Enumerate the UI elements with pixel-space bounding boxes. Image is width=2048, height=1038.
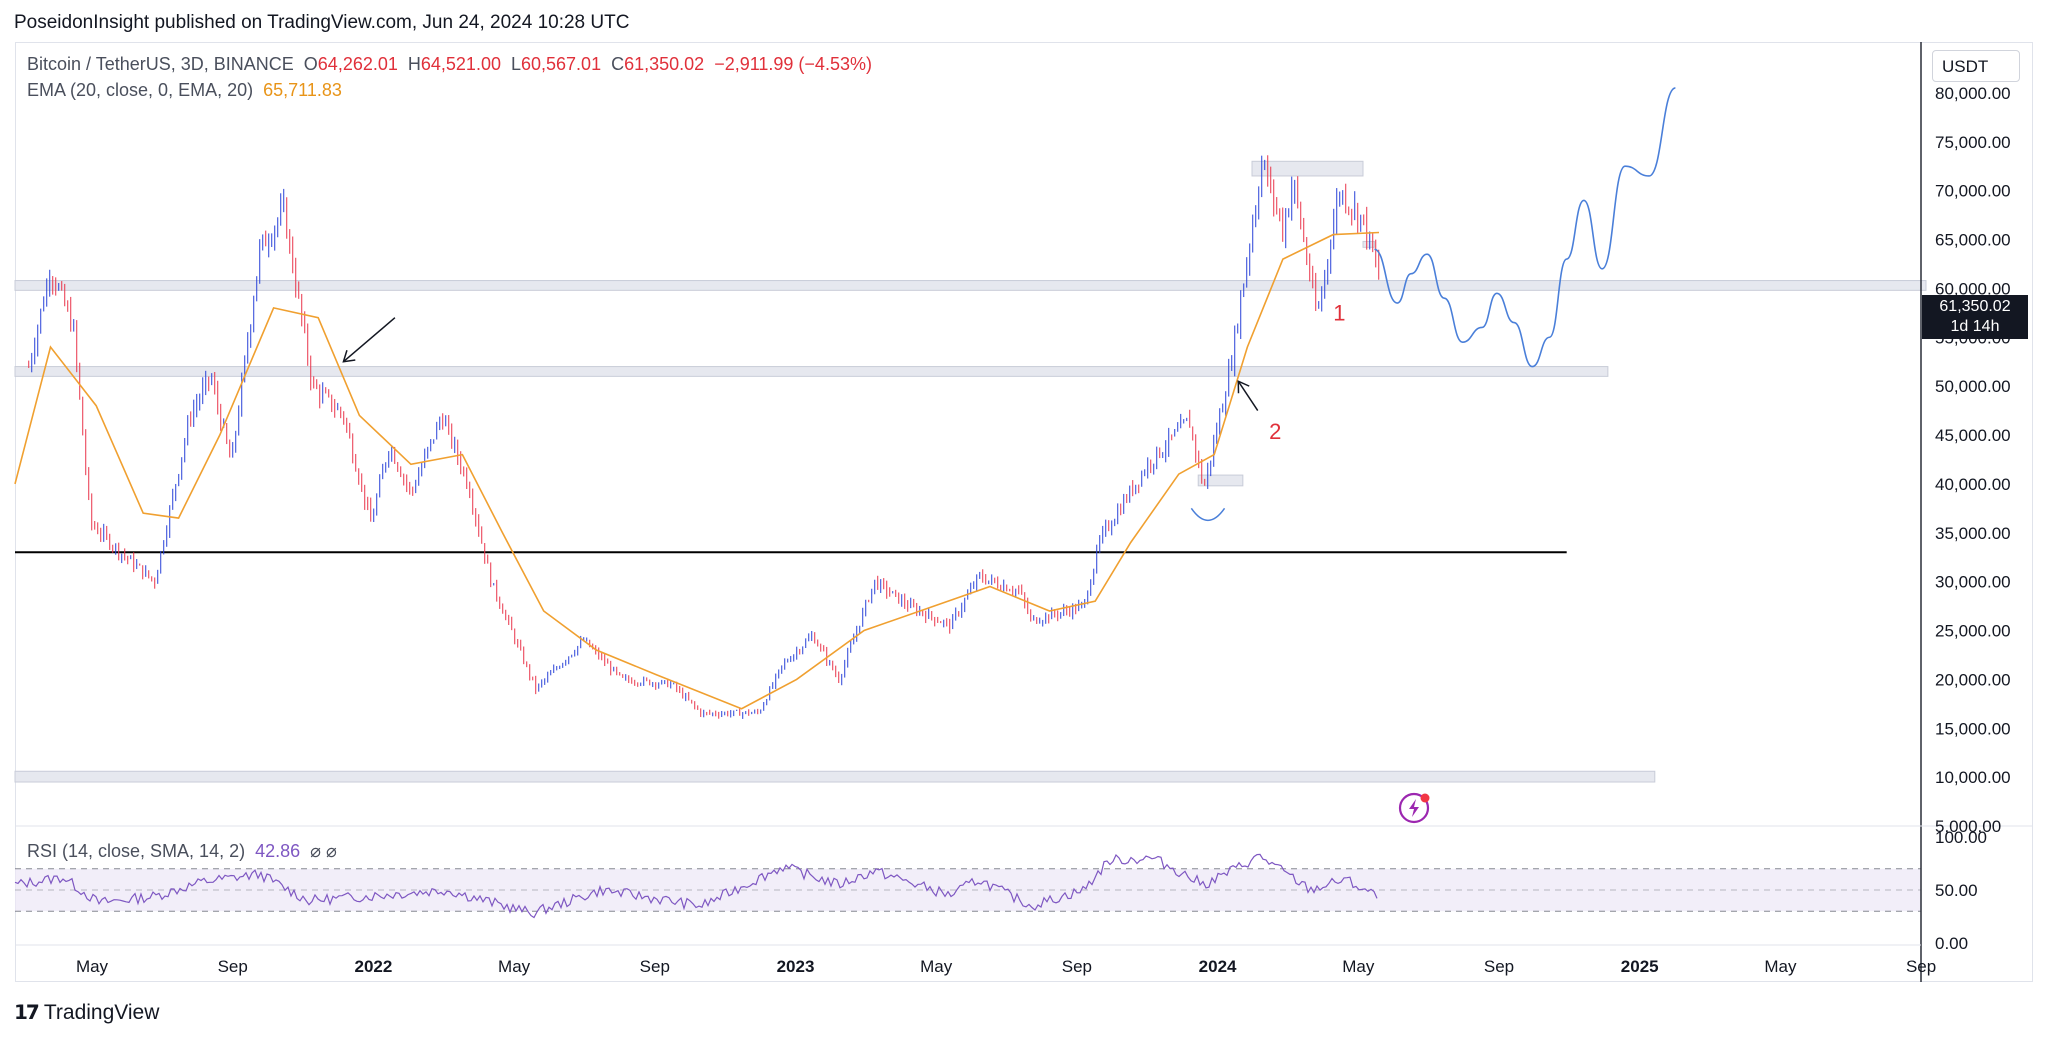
annotation-label-2: 2 [1269,419,1281,444]
zone-0 [14,280,1927,291]
ema-value: 65,711.83 [263,80,342,100]
low-label: L [510,54,521,74]
arrow-head-1 [1237,380,1250,394]
alert-icon-dot [1420,793,1430,803]
y-tick-14: 15,000.00 [1935,719,2011,738]
rsi-y-tick-0: 100.00 [1935,828,1987,847]
x-tick-13: Sep [1906,957,1936,976]
currency-button[interactable]: USDT [1932,50,2020,82]
rsi-y-tick-2: 0.00 [1935,934,1968,953]
y-tick-4: 65,000.00 [1935,231,2011,250]
x-tick-5: 2023 [777,957,815,976]
ema-label: EMA (20, close, 0, EMA, 20) [27,80,254,100]
y-tick-16: 5,000.00 [1935,817,2001,836]
tradingview-logo-icon: 𝟭𝟳 [14,1002,40,1024]
y-tick-15: 10,000.00 [1935,768,2011,787]
zones-layer [14,160,1927,783]
high-label: H [407,54,421,74]
x-tick-11: 2025 [1621,957,1659,976]
rsi-line [14,853,1378,919]
x-tick-6: May [920,957,953,976]
y-tick-13: 20,000.00 [1935,670,2011,689]
bar-countdown: 1d 14h [1950,318,2000,335]
candles-layer [28,155,1380,719]
open-value: 64,262.01 [317,54,398,74]
rsi-value: 42.86 [255,841,301,861]
x-tick-1: Sep [218,957,248,976]
y-tick-3: 70,000.00 [1935,182,2011,201]
ema-layer [14,231,1380,710]
ema-line [14,231,1380,710]
projection-layer [1374,87,1676,368]
open-label: O [303,54,318,74]
y-tick-9: 40,000.00 [1935,475,2011,494]
y-tick-12: 25,000.00 [1935,622,2011,641]
zone-2 [14,770,1656,783]
y-tick-10: 35,000.00 [1935,524,2011,543]
rsi-y-tick-1: 50.00 [1935,881,1978,900]
arrow-1 [1237,380,1259,411]
y-tick-1: 80,000.00 [1935,84,2011,103]
x-tick-8: 2024 [1199,957,1237,976]
close-value: 61,350.02 [624,54,705,74]
chart-frame[interactable] [15,42,2033,982]
y-tick-7: 50,000.00 [1935,377,2011,396]
zone-3 [1251,160,1364,177]
x-tick-9: May [1342,957,1375,976]
x-tick-0: May [76,957,109,976]
y-tick-8: 45,000.00 [1935,426,2011,445]
x-tick-3: May [498,957,531,976]
x-tick-4: Sep [640,957,670,976]
annotations-layer: 12 [342,301,1345,522]
symbol-title: Bitcoin / TetherUS, 3D, BINANCE [27,54,294,74]
rsi-label: RSI (14, close, SMA, 14, 2) [27,841,246,861]
ema-legend: EMA (20, close, 0, EMA, 20) 65,711.83 [27,80,342,101]
alert-icon-ring [1398,792,1430,824]
last-price-tag: 61,350.02 1d 14h [1922,295,2028,339]
zone-1 [14,366,1609,377]
zone-5 [1362,240,1375,248]
arrow-0 [342,317,396,363]
rsi-hidden-icons[interactable]: ⌀ ⌀ [310,841,337,861]
price-legend: Bitcoin / TetherUS, 3D, BINANCE O64,262.… [27,54,872,75]
arrow-head-0 [342,349,356,363]
alert-icon-bolt [1409,799,1419,817]
close-label: C [611,54,625,74]
last-price: 61,350.02 [1939,298,2011,315]
footer-logo[interactable]: 𝟭𝟳 TradingView [14,1000,159,1025]
alert-icon[interactable] [1398,792,1430,824]
rsi-legend: RSI (14, close, SMA, 14, 2) 42.86 ⌀ ⌀ [27,841,337,862]
change-value: −2,911.99 (−4.53%) [714,54,872,74]
low-value: 60,567.01 [521,54,602,74]
x-tick-2: 2022 [354,957,392,976]
annotation-label-1: 1 [1333,301,1345,326]
footer-brand: TradingView [43,1000,160,1024]
y-tick-2: 75,000.00 [1935,133,2011,152]
high-value: 64,521.00 [420,54,501,74]
publisher-line: PoseidonInsight published on TradingView… [14,12,630,33]
y-tick-11: 30,000.00 [1935,573,2011,592]
rsi-layer: 100.00 50.00 0.00 [14,828,1987,953]
bottom-arc [1190,507,1226,522]
y-tick-5: 60,000.00 [1935,279,2011,298]
x-tick-7: Sep [1062,957,1092,976]
x-tick-12: May [1764,957,1797,976]
x-tick-10: Sep [1484,957,1514,976]
projection-path [1374,87,1676,368]
zone-4 [1197,474,1244,487]
